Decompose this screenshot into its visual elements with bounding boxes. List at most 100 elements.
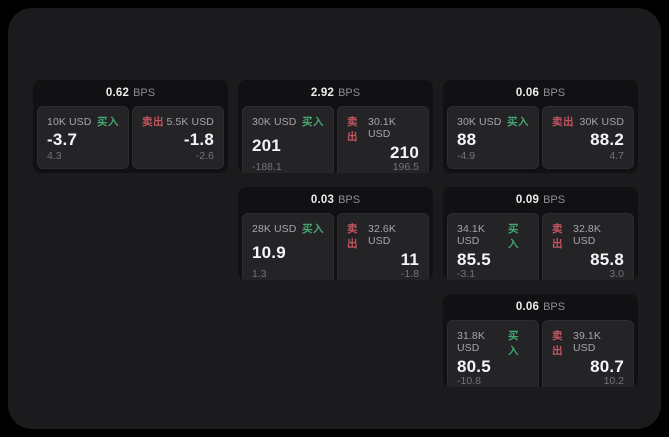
sell-panel[interactable]: 卖出 39.1K USD 80.7 10.2 xyxy=(542,320,634,387)
buy-label: 买入 xyxy=(508,330,519,357)
sell-panel[interactable]: 卖出 30.1K USD 210 196.5 xyxy=(337,106,429,173)
buy-amount: 10K USD xyxy=(47,116,92,128)
buy-delta: 4.3 xyxy=(47,150,62,162)
sell-panel[interactable]: 卖出 32.8K USD 85.8 3.0 xyxy=(542,213,634,280)
sell-amount: 39.1K USD xyxy=(573,330,601,354)
bps-value: 0.06 xyxy=(515,301,540,313)
quote-card: 2.92 BPS 30K USD 买入 201 -188.1 卖出 30.1K … xyxy=(238,80,433,173)
bps-value: 0.03 xyxy=(310,194,335,206)
buy-amount: 30K USD xyxy=(252,116,297,128)
buy-panel-top: 10K USD 买入 xyxy=(47,114,119,129)
bps-value: 0.62 xyxy=(105,87,130,99)
sell-panel[interactable]: 卖出 5.5K USD -1.8 -2.6 xyxy=(132,106,224,169)
sell-label: 卖出 xyxy=(552,330,563,357)
bps-value: 0.09 xyxy=(515,194,540,206)
buy-amount: 28K USD xyxy=(252,223,297,235)
buy-amount: 34.1K USD xyxy=(457,223,485,247)
bps-unit-label: BPS xyxy=(338,87,361,99)
sell-amount: 32.8K USD xyxy=(573,223,601,247)
buy-panel[interactable]: 30K USD 买入 88 -4.9 xyxy=(447,106,539,169)
sell-label: 卖出 xyxy=(142,116,164,128)
buy-label: 买入 xyxy=(508,223,519,250)
card-body: 30K USD 买入 88 -4.9 卖出 30K USD 88.2 4.7 xyxy=(443,106,638,173)
card-body: 30K USD 买入 201 -188.1 卖出 30.1K USD 210 1… xyxy=(238,106,433,173)
sell-delta: 10.2 xyxy=(603,375,624,387)
buy-panel[interactable]: 30K USD 买入 201 -188.1 xyxy=(242,106,334,173)
sell-amount: 5.5K USD xyxy=(166,116,214,128)
sell-delta: 196.5 xyxy=(392,161,419,173)
bps-value: 0.06 xyxy=(515,87,540,99)
buy-panel-top: 31.8K USD 买入 xyxy=(457,328,529,358)
buy-price: 88 xyxy=(457,130,477,149)
cards-grid: 0.62 BPS 10K USD 买入 -3.7 4.3 卖出 5.5K USD… xyxy=(33,80,638,387)
buy-price: 10.9 xyxy=(252,242,286,262)
buy-label: 买入 xyxy=(507,116,529,128)
buy-label: 买入 xyxy=(97,116,119,128)
bps-value: 2.92 xyxy=(310,87,335,99)
buy-delta: -10.8 xyxy=(457,375,481,387)
buy-delta: -3.1 xyxy=(457,268,476,280)
quote-card: 0.03 BPS 28K USD 买入 10.9 1.3 卖出 32.6K US… xyxy=(238,187,433,280)
quote-card: 0.09 BPS 34.1K USD 买入 85.5 -3.1 卖出 32.8K… xyxy=(443,187,638,280)
sell-price: 88.2 xyxy=(590,130,624,149)
buy-price: 201 xyxy=(252,135,281,155)
card-body: 31.8K USD 买入 80.5 -10.8 卖出 39.1K USD 80.… xyxy=(443,320,638,387)
sell-panel-top: 卖出 5.5K USD xyxy=(142,114,214,129)
buy-panel-top: 30K USD 买入 xyxy=(252,114,324,129)
card-body: 10K USD 买入 -3.7 4.3 卖出 5.5K USD -1.8 -2.… xyxy=(33,106,228,173)
buy-amount: 30K USD xyxy=(457,116,502,128)
buy-amount: 31.8K USD xyxy=(457,330,485,354)
sell-amount: 32.6K USD xyxy=(368,223,396,247)
bps-unit-label: BPS xyxy=(543,194,566,206)
buy-panel-top: 34.1K USD 买入 xyxy=(457,221,529,251)
buy-price: -3.7 xyxy=(47,130,78,149)
sell-price: 210 xyxy=(390,143,419,162)
buy-panel[interactable]: 28K USD 买入 10.9 1.3 xyxy=(242,213,334,280)
bps-unit-label: BPS xyxy=(338,194,361,206)
buy-panel-top: 28K USD 买入 xyxy=(252,221,324,236)
bps-unit-label: BPS xyxy=(543,87,566,99)
card-header: 0.09 BPS xyxy=(443,187,638,213)
sell-panel[interactable]: 卖出 30K USD 88.2 4.7 xyxy=(542,106,634,169)
buy-panel[interactable]: 10K USD 买入 -3.7 4.3 xyxy=(37,106,129,169)
sell-amount: 30K USD xyxy=(579,116,624,128)
card-header: 0.62 BPS xyxy=(33,80,228,106)
sell-delta: 3.0 xyxy=(609,268,624,280)
card-header: 0.06 BPS xyxy=(443,294,638,320)
sell-amount: 30.1K USD xyxy=(368,116,396,140)
sell-price: 80.7 xyxy=(590,357,624,376)
quote-card: 0.06 BPS 31.8K USD 买入 80.5 -10.8 卖出 39.1… xyxy=(443,294,638,387)
sell-price: 85.8 xyxy=(590,250,624,269)
bps-unit-label: BPS xyxy=(133,87,156,99)
quotes-board: 0.62 BPS 10K USD 买入 -3.7 4.3 卖出 5.5K USD… xyxy=(8,8,661,429)
sell-label: 卖出 xyxy=(347,223,358,250)
quote-card: 0.06 BPS 30K USD 买入 88 -4.9 卖出 30K USD 8… xyxy=(443,80,638,173)
card-body: 34.1K USD 买入 85.5 -3.1 卖出 32.8K USD 85.8… xyxy=(443,213,638,280)
card-header: 2.92 BPS xyxy=(238,80,433,106)
quote-card: 0.62 BPS 10K USD 买入 -3.7 4.3 卖出 5.5K USD… xyxy=(33,80,228,173)
bps-unit-label: BPS xyxy=(543,301,566,313)
buy-delta: 1.3 xyxy=(252,268,267,280)
sell-delta: 4.7 xyxy=(609,150,624,162)
sell-panel-top: 卖出 32.6K USD xyxy=(347,221,419,251)
buy-price: 85.5 xyxy=(457,250,491,269)
card-header: 0.06 BPS xyxy=(443,80,638,106)
sell-panel[interactable]: 卖出 32.6K USD 11 -1.8 xyxy=(337,213,429,280)
sell-delta: -1.8 xyxy=(400,268,419,280)
card-body: 28K USD 买入 10.9 1.3 卖出 32.6K USD 11 -1.8 xyxy=(238,213,433,280)
sell-price: 11 xyxy=(400,250,419,269)
sell-panel-top: 卖出 32.8K USD xyxy=(552,221,624,251)
sell-label: 卖出 xyxy=(552,116,574,128)
sell-label: 卖出 xyxy=(552,223,563,250)
sell-panel-top: 卖出 39.1K USD xyxy=(552,328,624,358)
card-header: 0.03 BPS xyxy=(238,187,433,213)
buy-delta: -188.1 xyxy=(252,161,282,173)
buy-panel-top: 30K USD 买入 xyxy=(457,114,529,129)
sell-label: 卖出 xyxy=(347,116,358,143)
buy-delta: -4.9 xyxy=(457,150,476,162)
sell-delta: -2.6 xyxy=(195,150,214,162)
buy-label: 买入 xyxy=(302,116,324,128)
buy-panel[interactable]: 31.8K USD 买入 80.5 -10.8 xyxy=(447,320,539,387)
sell-panel-top: 卖出 30.1K USD xyxy=(347,114,419,144)
buy-panel[interactable]: 34.1K USD 买入 85.5 -3.1 xyxy=(447,213,539,280)
